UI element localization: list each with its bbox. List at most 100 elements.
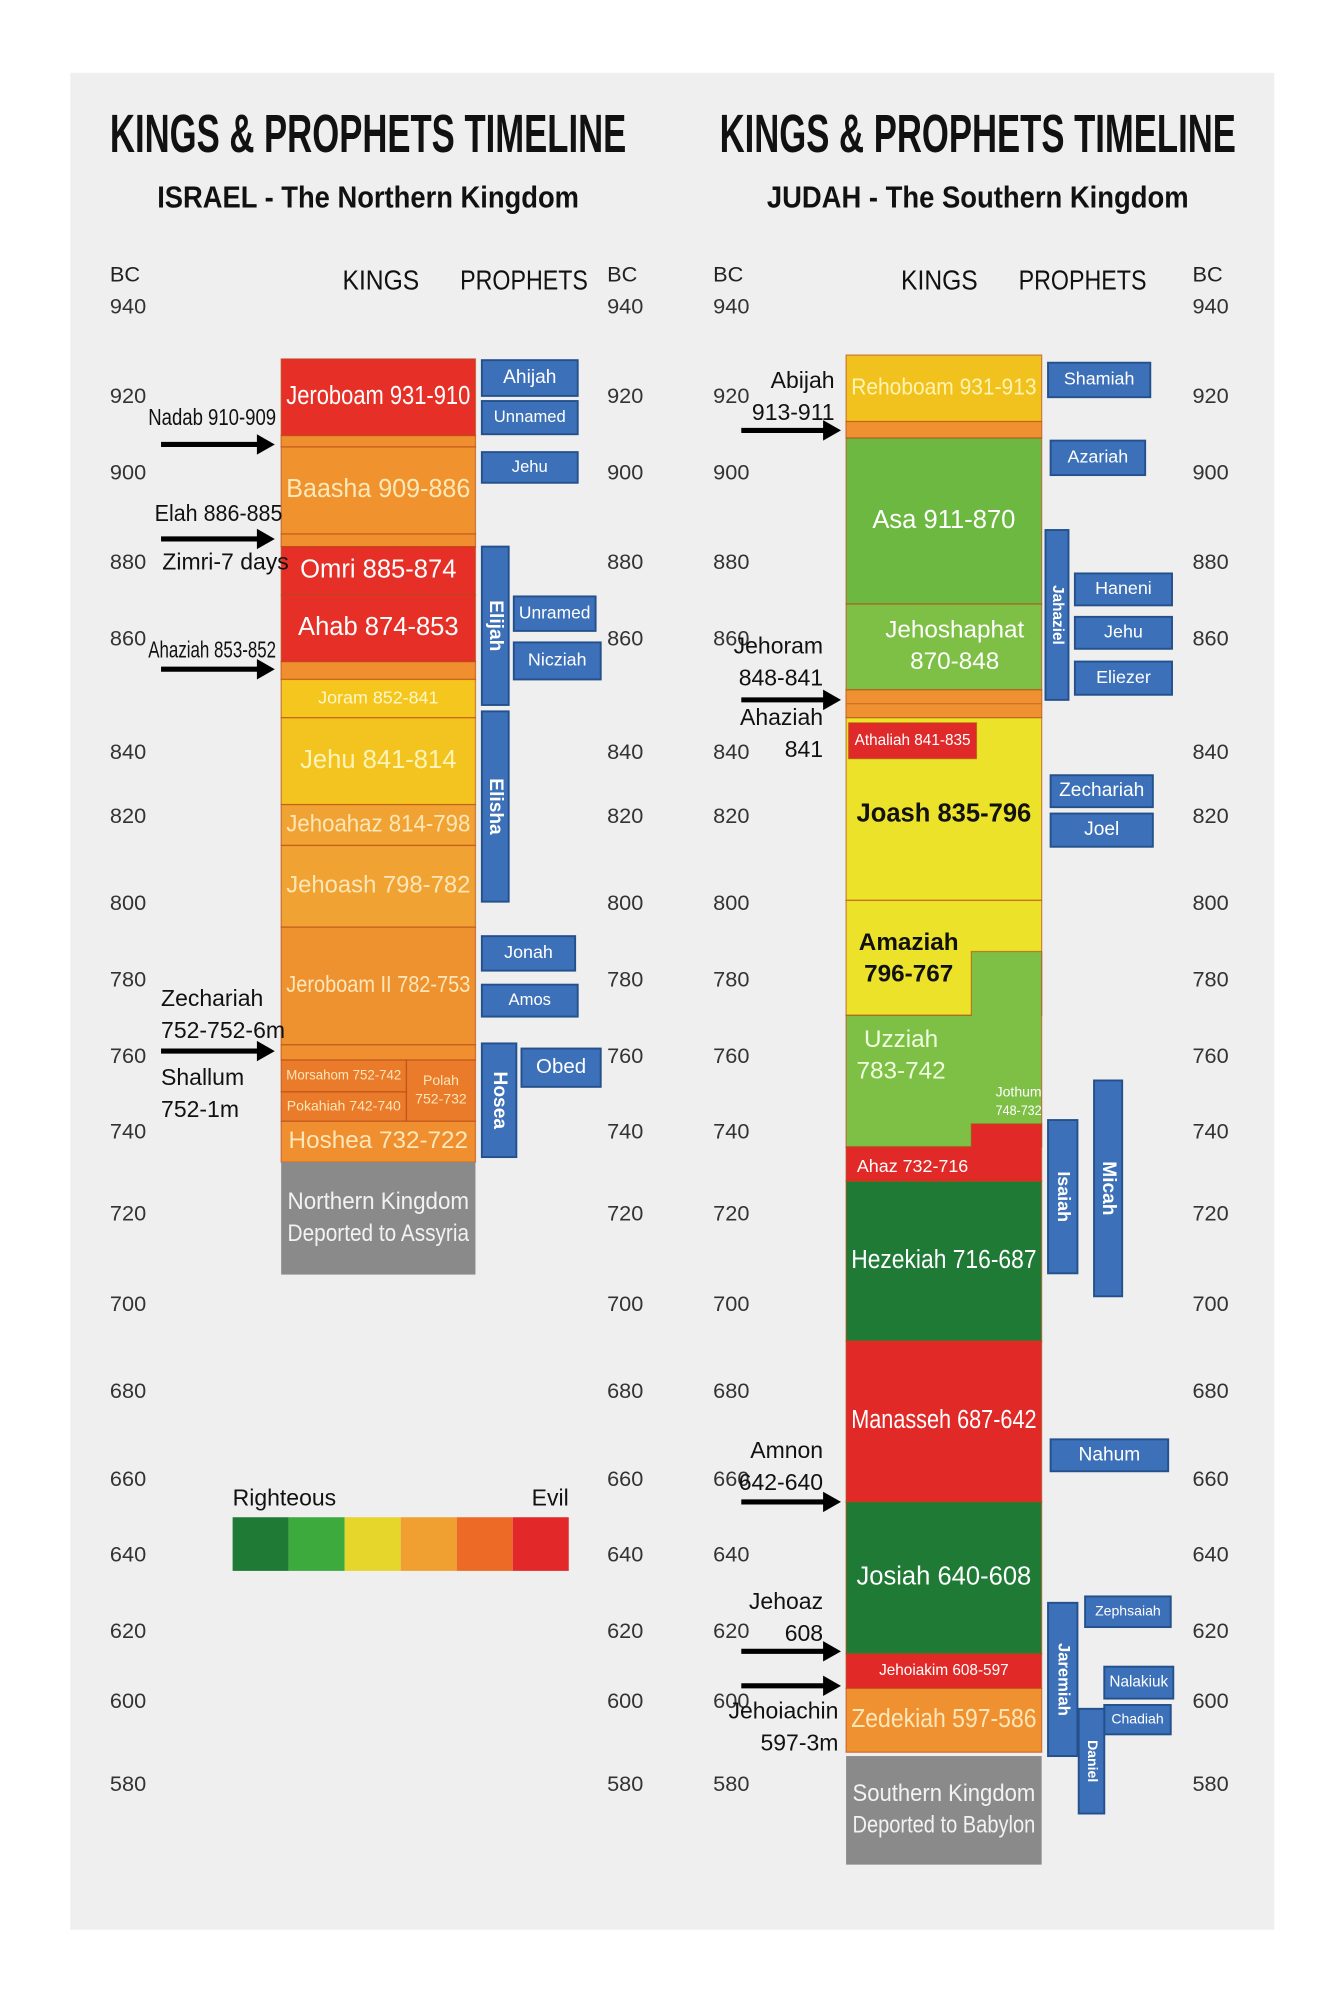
year-label: 800 [110, 890, 146, 915]
year-label: 860 [110, 626, 146, 651]
bc-label: BC [1192, 262, 1222, 287]
prophet-block [1047, 1601, 1079, 1758]
year-label: 600 [110, 1688, 146, 1713]
prophet-label: Jaremiah [1054, 1643, 1073, 1716]
year-label: 740 [607, 1119, 643, 1144]
prophet-label: Eliezer [1096, 667, 1151, 687]
reign-block [845, 603, 1043, 691]
arrow-head [823, 689, 841, 711]
prophets-header: PROPHETS [460, 265, 588, 296]
king-note: Abijah [771, 367, 835, 393]
prophet-label: Jehu [1104, 622, 1143, 642]
year-label: 640 [1192, 1541, 1228, 1566]
legend-swatch [344, 1517, 401, 1571]
prophet-block [1103, 1665, 1175, 1700]
king-note: Jehoaz [749, 1588, 823, 1614]
king-note: Jehoram [734, 633, 823, 659]
panel-title: KINGS & PROPHETS TIMELINE [110, 104, 626, 164]
kings-header: KINGS [343, 265, 420, 296]
king-label: Jehoshaphat [885, 617, 1024, 644]
legend-swatch [400, 1517, 457, 1571]
year-label: 660 [713, 1466, 749, 1491]
year-label: 740 [713, 1119, 749, 1144]
king-label: Pokahiah 742-740 [287, 1097, 401, 1113]
king-note: Ahaziah [740, 704, 823, 730]
prophet-label: Ahijah [503, 367, 556, 388]
king-note: 752-1m [161, 1096, 239, 1122]
reign-block [280, 1059, 408, 1093]
year-label: 760 [713, 1043, 749, 1068]
year-label: 600 [1192, 1688, 1228, 1713]
year-label: 900 [110, 460, 146, 485]
king-label: 752-732 [415, 1091, 467, 1107]
reign-block [280, 594, 477, 663]
reign-block [280, 446, 477, 535]
king-label: Polah [423, 1072, 459, 1088]
king-label: Joash 835-796 [856, 800, 1031, 828]
prophet-label: Obed [536, 1055, 586, 1078]
king-note: Amnon [750, 1437, 823, 1463]
bc-label: BC [607, 262, 637, 287]
king-label: Jehoash 798-782 [286, 872, 470, 899]
king-label: Hoshea 732-722 [289, 1127, 469, 1154]
reign-block [845, 1180, 1043, 1342]
year-label: 700 [713, 1291, 749, 1316]
reign-strip [845, 703, 1043, 719]
reign-block [845, 1687, 1043, 1753]
king-label: Ahab 874-853 [298, 613, 459, 641]
reign-block [280, 717, 477, 806]
reign-block [280, 926, 477, 1046]
reign-block [405, 1059, 477, 1122]
year-label: 920 [1192, 383, 1228, 408]
prophet-label: Isaiah [1054, 1171, 1074, 1222]
reign-block [845, 1653, 1043, 1690]
year-label: 820 [713, 803, 749, 828]
year-label: 740 [110, 1119, 146, 1144]
year-label: 860 [1192, 626, 1228, 651]
prophet-label: Nahum [1078, 1444, 1140, 1465]
king-note: Shallum [161, 1064, 244, 1090]
year-label: 860 [607, 626, 643, 651]
year-label: 900 [1192, 460, 1228, 485]
prophet-block [1093, 1079, 1124, 1298]
prophet-block [480, 545, 510, 706]
prophet-block [1103, 1704, 1172, 1736]
king-label: Morsahom 752-742 [286, 1067, 401, 1083]
year-label: 620 [713, 1618, 749, 1643]
prophet-block [480, 400, 579, 436]
year-label: 820 [110, 803, 146, 828]
prophet-label: Haneni [1095, 578, 1152, 598]
reign-block [280, 358, 477, 437]
king-note: 608 [785, 1620, 823, 1646]
year-label: 880 [1192, 549, 1228, 574]
king-note: Zechariah [161, 985, 263, 1011]
king-note: 913-911 [752, 399, 835, 425]
king-note: Jehoiachin [728, 1698, 838, 1724]
king-label: Zedekiah 597-586 [851, 1705, 1036, 1733]
year-label: 840 [110, 739, 146, 764]
prophet-label: Micah [1098, 1161, 1119, 1215]
king-label: Ahaz 732-716 [857, 1156, 968, 1176]
prophet-label: Elisha [485, 778, 506, 835]
prophet-label: Joel [1084, 819, 1119, 840]
prophet-block [1047, 1119, 1079, 1275]
king-label: 796-767 [864, 960, 953, 987]
year-label: 760 [607, 1043, 643, 1068]
king-label: Jeroboam II 782-753 [286, 971, 470, 997]
year-label: 680 [1192, 1378, 1228, 1403]
deportation-block [281, 1162, 476, 1275]
panel-title: KINGS & PROPHETS TIMELINE [720, 104, 1236, 164]
king-label: Rehoboam 931-913 [851, 373, 1036, 399]
year-label: 600 [607, 1688, 643, 1713]
prophet-block [480, 451, 579, 484]
reign-block [280, 678, 477, 719]
prophet-label: Unnamed [494, 407, 566, 426]
year-label: 660 [1192, 1466, 1228, 1491]
year-label: 780 [1192, 967, 1228, 992]
year-label: 680 [607, 1378, 643, 1403]
king-note: Elah 886-885 [155, 500, 283, 526]
year-label: 720 [713, 1200, 749, 1225]
year-label: 680 [713, 1378, 749, 1403]
